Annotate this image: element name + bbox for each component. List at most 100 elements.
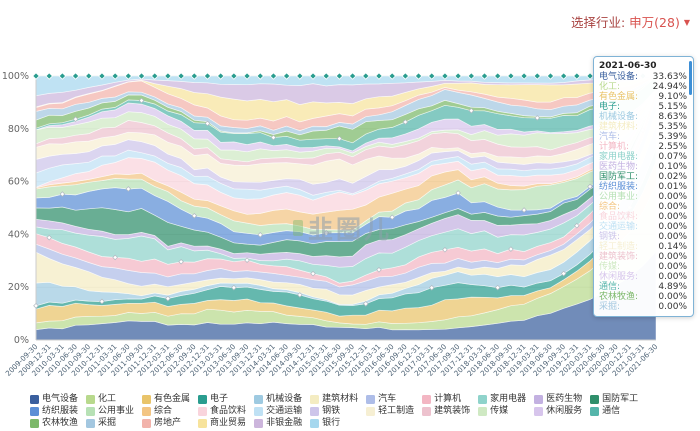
legend-item-电子[interactable]: 电子: [198, 394, 246, 404]
legend-item-交通运输[interactable]: 交通运输: [254, 406, 302, 416]
y-axis-label: 20%: [8, 282, 29, 293]
series-marker-icon: [494, 284, 501, 291]
legend-label: 家用电器: [490, 394, 527, 404]
industry-filter-value: 申万(28): [629, 15, 680, 30]
series-marker-icon: [310, 270, 316, 277]
legend-item-公用事业[interactable]: 公用事业: [86, 406, 134, 416]
series-marker-icon: [191, 212, 198, 219]
top-diamond-marker-icon: [401, 72, 410, 80]
series-marker-icon: [521, 207, 527, 213]
legend-label: 有色金属: [154, 394, 191, 404]
top-diamond-marker-icon: [216, 72, 225, 80]
tooltip-series-name: 轻工制造:: [599, 242, 639, 252]
tooltip-row: 采掘: 0.00%: [599, 302, 687, 312]
top-diamond-marker-icon: [98, 72, 106, 80]
legend-swatch-icon: [534, 406, 544, 416]
legend-item-机械设备[interactable]: 机械设备: [254, 394, 302, 404]
series-marker-icon: [204, 120, 211, 127]
y-axis-label: 60%: [8, 177, 29, 188]
legend-swatch-icon: [30, 418, 39, 428]
legend-item-轻工制造[interactable]: 轻工制造: [366, 406, 414, 416]
legend-item-纺织服装[interactable]: 纺织服装: [30, 406, 78, 416]
legend-item-采掘[interactable]: 采掘: [86, 418, 134, 428]
legend-item-化工[interactable]: 化工: [86, 394, 134, 404]
tooltip-series-value: 0.02%: [658, 172, 687, 182]
series-marker-icon: [442, 246, 448, 253]
top-diamond-marker-icon: [573, 72, 581, 80]
legend-item-家用电器[interactable]: 家用电器: [478, 394, 526, 404]
legend-item-房地产[interactable]: 房地产: [142, 418, 190, 428]
top-diamond-marker-icon: [45, 72, 53, 80]
tooltip-series-value: 2.55%: [658, 142, 687, 152]
legend-item-计算机[interactable]: 计算机: [422, 394, 470, 404]
tooltip-row: 化工: 24.94%: [599, 82, 687, 92]
legend-item-医药生物[interactable]: 医药生物: [534, 394, 582, 404]
legend-swatch-icon: [422, 406, 432, 416]
tooltip-row: 家用电器: 0.07%: [599, 152, 687, 162]
legend-label: 建筑装饰: [434, 406, 471, 416]
top-diamond-marker-icon: [322, 72, 330, 80]
legend-item-休闲服务[interactable]: 休闲服务: [534, 406, 582, 416]
legend-item-通信[interactable]: 通信: [590, 406, 638, 416]
legend-item-非银金融[interactable]: 非银金融: [254, 418, 302, 428]
legend-swatch-icon: [366, 406, 376, 416]
legend-item-国防军工[interactable]: 国防军工: [590, 394, 638, 404]
y-axis-label: 80%: [8, 124, 29, 135]
legend-label: 机械设备: [266, 394, 303, 404]
top-diamond-marker-icon: [58, 72, 67, 80]
legend-item-传媒[interactable]: 传媒: [478, 406, 526, 416]
legend-swatch-icon: [30, 394, 39, 404]
y-axis-label: 40%: [8, 229, 29, 240]
series-marker-icon: [46, 234, 52, 241]
industry-filter-label: 选择行业:: [570, 15, 626, 30]
legend-item-电气设备[interactable]: 电气设备: [30, 394, 78, 404]
legend-item-建筑装饰[interactable]: 建筑装饰: [422, 406, 470, 416]
tooltip-series-value: 0.10%: [658, 162, 687, 172]
top-diamond-marker-icon: [586, 72, 594, 80]
legend-item-商业贸易[interactable]: 商业贸易: [198, 418, 246, 428]
tooltip-row: 计算机: 2.55%: [599, 142, 687, 152]
legend-label: 交通运输: [266, 406, 303, 416]
legend-item-食品饮料[interactable]: 食品饮料: [198, 406, 246, 416]
tooltip-series-name: 休闲服务:: [599, 272, 639, 282]
legend-swatch-icon: [198, 406, 208, 416]
legend-item-农林牧渔[interactable]: 农林牧渔: [30, 418, 78, 428]
legend-item-建筑材料[interactable]: 建筑材料: [310, 394, 358, 404]
series-marker-icon: [125, 186, 132, 192]
legend-label: 轻工制造: [378, 406, 415, 416]
legend-item-综合[interactable]: 综合: [142, 406, 190, 416]
tooltip-series-value: 5.15%: [658, 102, 687, 112]
tooltip-scrollbar[interactable]: [689, 61, 692, 95]
top-diamond-marker-icon: [362, 72, 370, 80]
tooltip-series-name: 医药生物:: [599, 162, 639, 172]
top-diamond-marker-icon: [507, 72, 515, 80]
industry-filter-dropdown[interactable]: 选择行业: 申万(28) ▼: [571, 12, 690, 31]
series-marker-icon: [362, 300, 369, 307]
legend-item-汽车[interactable]: 汽车: [366, 394, 414, 404]
legend-item-银行[interactable]: 银行: [310, 418, 358, 428]
series-marker-icon: [428, 284, 435, 291]
top-diamond-marker-icon: [546, 72, 555, 80]
chevron-down-icon: ▼: [683, 18, 690, 27]
legend-swatch-icon: [142, 394, 152, 404]
tooltip-series-value: 0.14%: [658, 242, 687, 252]
tooltip-series-value: 8.63%: [658, 112, 687, 122]
tooltip-series-value: 5.39%: [658, 132, 687, 142]
legend-swatch-icon: [254, 406, 264, 416]
top-diamond-marker-icon: [309, 72, 317, 80]
top-diamond-marker-icon: [282, 72, 291, 80]
legend-item-有色金属[interactable]: 有色金属: [142, 394, 190, 404]
tooltip-series-name: 钢铁:: [599, 232, 621, 242]
tooltip-series-value: 0.07%: [658, 152, 687, 162]
tooltip-series-name: 电子:: [599, 102, 621, 112]
tooltip-series-name: 建筑装饰:: [599, 252, 639, 262]
legend: 电气设备 化工 有色金属 电子 机械设备 建筑材料 汽车 计算机 家用电器 医药生物 国防军工纺织服…: [30, 394, 638, 428]
tooltip-series-name: 传媒:: [599, 262, 621, 272]
tooltip-row: 钢铁: 0.00%: [599, 232, 687, 242]
top-diamond-marker-icon: [454, 72, 462, 80]
legend-item-钢铁[interactable]: 钢铁: [310, 406, 358, 416]
legend-label: 化工: [98, 394, 117, 404]
tooltip-row: 建筑材料: 5.35%: [599, 122, 687, 132]
series-marker-icon: [534, 115, 541, 121]
top-diamond-marker-icon: [375, 72, 383, 80]
